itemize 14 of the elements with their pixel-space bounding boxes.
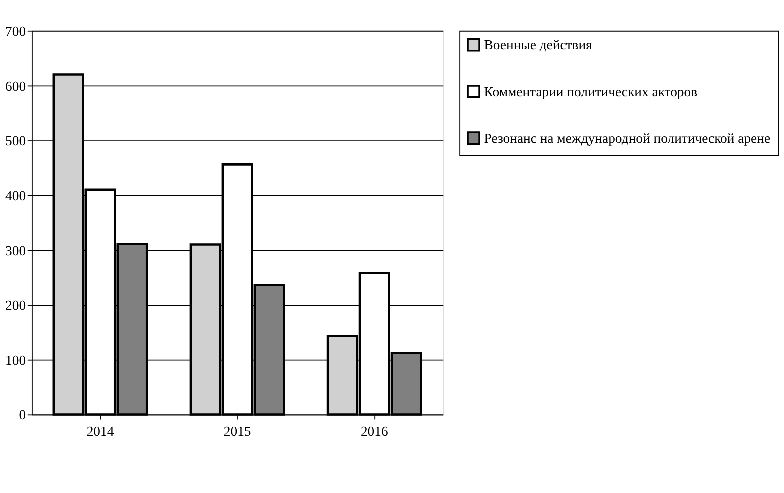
y-tick-label: 600	[6, 78, 26, 94]
x-tick-label: 2016	[360, 424, 388, 440]
y-tick-label: 500	[6, 134, 26, 149]
y-tick-label: 0	[19, 408, 26, 423]
x-tick-label: 2014	[86, 424, 114, 440]
y-tick-label: 400	[6, 188, 26, 204]
x-tick-label: 2015	[224, 424, 252, 440]
y-tick-label: 300	[6, 243, 26, 258]
legend-label: Комментарии политических акторов	[484, 84, 698, 100]
legend-label: Резонанс на международной политической арене	[484, 130, 771, 146]
y-tick-label: 200	[6, 298, 26, 314]
y-tick-label: 100	[6, 352, 26, 368]
y-tick-label: 700	[6, 24, 26, 39]
legend-label: Военные действия	[484, 38, 594, 53]
